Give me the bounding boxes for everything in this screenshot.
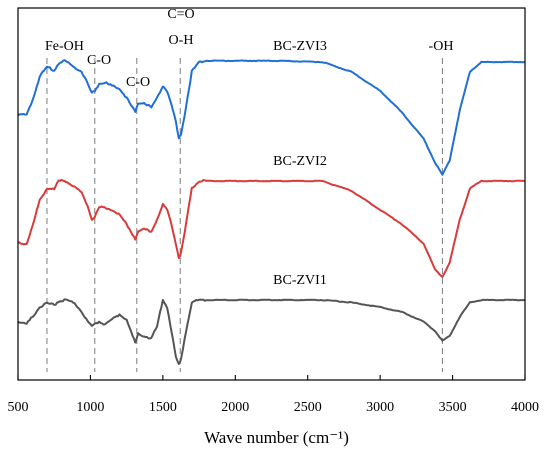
series-label-bc-zvi3: BC-ZVI3 [273,39,327,54]
plot-frame [17,7,526,381]
peak-annotation: C-O [126,75,150,90]
peak-annotation: O-H [169,33,194,48]
x-tick-label: 1000 [76,400,104,415]
series-line-bc-zvi3 [17,59,526,176]
x-tick-label: 2000 [221,400,249,415]
x-tick-label: 2500 [294,400,322,415]
series-label-bc-zvi1: BC-ZVI1 [273,273,327,288]
series-labels: BC-ZVI3 BC-ZVI2 BC-ZVI1 [273,39,327,288]
x-tick-label: 4000 [511,400,539,415]
peak-annotation: C=O [167,7,194,22]
x-axis-ticks: 500 1000 1500 2000 2500 3000 3500 4000 [8,375,539,415]
series-line-bc-zvi1 [17,298,526,365]
x-axis-label: Wave number (cm⁻¹) [204,428,349,447]
peak-annotation: Fe-OH [45,39,84,54]
peak-annotation: C-O [87,53,111,68]
x-tick-label: 3000 [366,400,394,415]
series-label-bc-zvi2: BC-ZVI2 [273,154,327,169]
peak-annotation: -OH [429,39,454,54]
series-line-bc-zvi2 [17,178,526,278]
peak-annotations: Fe-OHC-OC-OC=OO-H -OH [45,7,453,90]
x-tick-label: 1500 [149,400,177,415]
x-tick-label: 500 [8,400,29,415]
peak-guide-lines [46,58,443,372]
x-tick-label: 3500 [439,400,467,415]
series-lines [17,59,526,365]
